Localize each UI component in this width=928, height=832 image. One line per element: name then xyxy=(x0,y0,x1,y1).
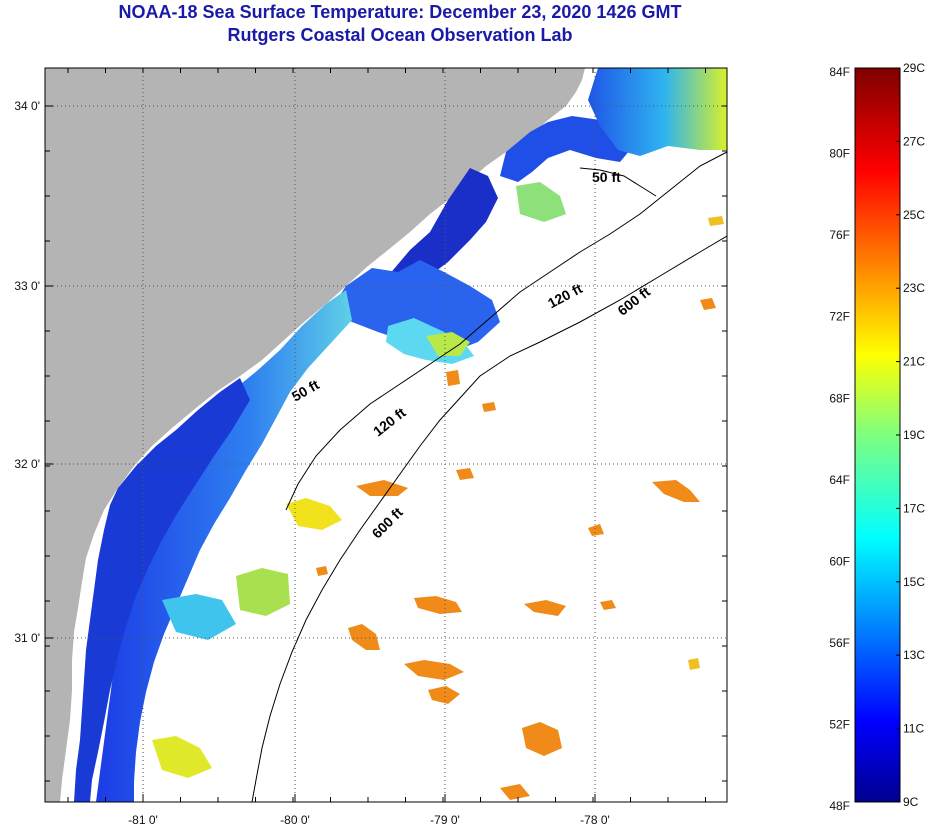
colorbar-c-label: 11C xyxy=(903,722,924,736)
colorbar-c-label: 21C xyxy=(903,355,925,369)
temperature-colorbar: 84F 80F 76F 72F 68F 64F 60F 56F 52F 48F 29C 27C 25C… xyxy=(829,61,925,813)
lat-label-34: 34 0' xyxy=(14,99,40,113)
sst-patch-yellow xyxy=(286,498,342,530)
lon-label-80: -80 0' xyxy=(280,813,310,827)
colorbar-f-label: 48F xyxy=(829,799,850,813)
map-subtitle: Rutgers Coastal Ocean Observation Lab xyxy=(227,25,573,45)
sst-band-north xyxy=(500,116,630,182)
sst-band-inner xyxy=(74,378,250,802)
lon-label-81: -81 0' xyxy=(128,813,158,827)
colorbar-f-label: 72F xyxy=(829,310,850,324)
lat-label-32: 32 0' xyxy=(14,457,40,471)
colorbar-gradient xyxy=(854,67,901,803)
map-frame xyxy=(44,67,728,803)
colorbar-f-label: 52F xyxy=(829,718,850,732)
sst-yellow-patches xyxy=(688,216,724,670)
contour-120ft-line xyxy=(285,151,727,511)
lon-label-78: -78 0' xyxy=(580,813,610,827)
map-title: NOAA-18 Sea Surface Temperature: Decembe… xyxy=(118,2,682,22)
sst-band-mid-2 xyxy=(330,260,500,352)
land-area xyxy=(45,68,585,802)
sst-warm-patches xyxy=(316,298,716,800)
map-tick-marks xyxy=(45,68,727,802)
sst-patch-lime xyxy=(236,568,290,616)
colorbar-f-label: 56F xyxy=(829,636,850,650)
colorbar-c-label: 27C xyxy=(903,134,925,148)
colorbar-c-label: 17C xyxy=(903,501,925,515)
sst-band-northeast xyxy=(588,68,727,156)
lat-label-31: 31 0' xyxy=(14,631,40,645)
colorbar-c-label: 9C xyxy=(903,795,919,809)
contour-label-120ft-north: 120 ft xyxy=(545,280,585,311)
contour-label-600ft-north: 600 ft xyxy=(614,283,653,318)
colorbar-f-label: 80F xyxy=(829,147,850,161)
sst-patch-yellow-south xyxy=(152,736,212,778)
sst-map: 50 ft 50 ft 120 ft 120 ft 600 ft 600 ft … xyxy=(14,67,728,827)
graticule xyxy=(45,68,727,802)
lon-label-79: -79 0' xyxy=(430,813,460,827)
colorbar-c-label: 25C xyxy=(903,208,925,222)
contour-50ft-line xyxy=(579,167,657,197)
colorbar-fahrenheit-labels: 84F 80F 76F 72F 68F 64F 60F 56F 52F 48F xyxy=(829,65,850,813)
colorbar-c-label: 15C xyxy=(903,575,925,589)
colorbar-celsius-labels: 29C 27C 25C 23C 21C 19C 17C 15C 13C 11C 9C xyxy=(896,61,925,809)
colorbar-f-label: 64F xyxy=(829,473,850,487)
sst-patch-green xyxy=(426,332,470,356)
colorbar-f-label: 68F xyxy=(829,391,850,405)
contour-label-120ft-south: 120 ft xyxy=(370,404,409,439)
colorbar-c-label: 23C xyxy=(903,281,925,295)
colorbar-f-label: 60F xyxy=(829,554,850,568)
colorbar-f-label: 84F xyxy=(829,65,850,79)
sst-patch-cyan-south xyxy=(162,594,236,640)
sst-patch-green-2 xyxy=(516,182,566,222)
colorbar-c-label: 19C xyxy=(903,428,925,442)
colorbar-f-label: 76F xyxy=(829,228,850,242)
contour-label-50ft-north: 50 ft xyxy=(592,169,621,185)
colorbar-c-label: 29C xyxy=(903,61,925,75)
lat-label-33: 33 0' xyxy=(14,279,40,293)
contour-600ft-line xyxy=(251,235,727,802)
colorbar-c-label: 13C xyxy=(903,648,925,662)
